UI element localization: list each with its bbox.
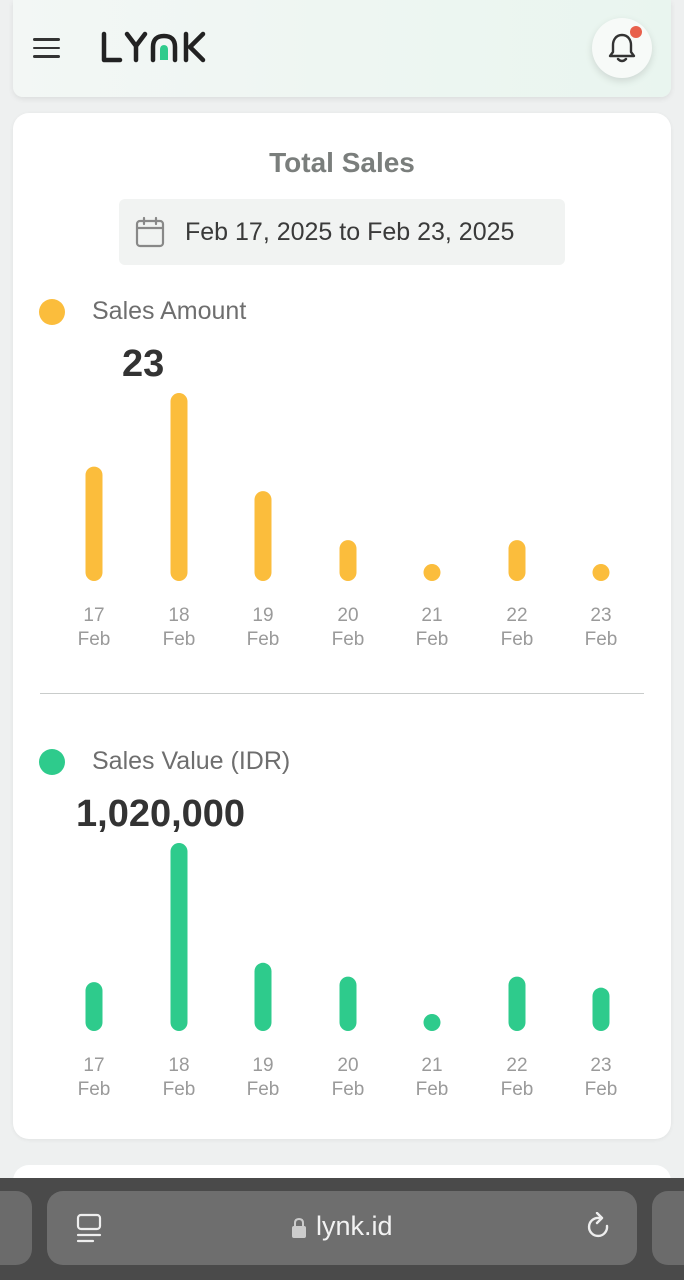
sales-amount-legend: Sales Amount — [39, 297, 246, 326]
x-tick-day: 23 — [590, 605, 611, 626]
next-tab[interactable] — [652, 1191, 684, 1265]
x-tick-day: 17 — [83, 605, 104, 626]
x-tick-month: Feb — [247, 1079, 280, 1100]
calendar-icon — [135, 216, 165, 248]
bar-18[interactable] — [170, 393, 188, 581]
lock-icon — [292, 1217, 306, 1238]
url-text: lynk.id — [316, 1211, 393, 1241]
x-tick-day: 17 — [83, 1055, 104, 1076]
x-tick-month: Feb — [585, 629, 618, 650]
bar-21[interactable] — [423, 564, 441, 581]
bar-17[interactable] — [85, 982, 103, 1031]
bell-icon — [608, 33, 636, 63]
browser-toolbar: lynk.id — [0, 1178, 684, 1280]
bar-20[interactable] — [339, 540, 357, 581]
x-tick-month: Feb — [163, 1079, 196, 1100]
bar-20[interactable] — [339, 976, 357, 1031]
sales-value-label: Sales Value (IDR) — [92, 747, 291, 775]
sales-amount-value: 23 — [122, 343, 165, 385]
bar-17[interactable] — [85, 466, 103, 581]
divider — [40, 693, 644, 694]
x-tick-day: 22 — [506, 1055, 527, 1076]
legend-dot — [39, 748, 65, 775]
bar-22[interactable] — [508, 976, 526, 1031]
bar-18[interactable] — [170, 843, 188, 1031]
x-tick-month: Feb — [78, 629, 111, 650]
bar-19[interactable] — [254, 491, 272, 581]
tabs-icon[interactable] — [75, 1213, 103, 1245]
lynk-logo[interactable] — [100, 28, 206, 66]
date-range-picker[interactable]: Feb 17, 2025 to Feb 23, 2025 — [119, 199, 565, 265]
x-tick-month: Feb — [332, 1079, 365, 1100]
sales-value-value: 1,020,000 — [76, 793, 246, 835]
sales-value-chart: 17 Feb 18 Feb 19 Feb 20 Feb 21 Feb 22 Feb 23 Feb — [78, 843, 618, 1100]
notification-button[interactable] — [592, 18, 652, 78]
x-tick-month: Feb — [501, 1079, 534, 1100]
x-tick-month: Feb — [332, 629, 365, 650]
sales-amount-chart: 17 Feb 18 Feb 19 Feb 20 Feb 21 Feb 22 Feb 23 Feb — [78, 393, 618, 650]
legend-dot — [39, 298, 65, 325]
x-tick-day: 20 — [337, 605, 358, 626]
sales-value-legend: Sales Value (IDR) — [39, 747, 290, 776]
notification-dot — [630, 26, 642, 38]
x-tick-month: Feb — [501, 629, 534, 650]
hamburger-icon[interactable] — [33, 38, 60, 58]
sales-amount-label: Sales Amount — [92, 297, 247, 325]
bar-21[interactable] — [423, 1014, 441, 1031]
date-range-text: Feb 17, 2025 to Feb 23, 2025 — [185, 218, 515, 246]
total-sales-card: Total Sales Feb 17, 2025 to Feb 23, 2025… — [13, 113, 671, 1139]
x-tick-day: 21 — [421, 1055, 442, 1076]
x-tick-day: 22 — [506, 605, 527, 626]
address-bar[interactable]: lynk.id — [47, 1191, 637, 1265]
bar-23[interactable] — [592, 987, 610, 1031]
bar-23[interactable] — [592, 564, 610, 581]
bar-19[interactable] — [254, 962, 272, 1031]
x-tick-day: 18 — [168, 605, 189, 626]
x-tick-day: 19 — [252, 1055, 273, 1076]
x-tick-day: 20 — [337, 1055, 358, 1076]
reload-icon[interactable] — [585, 1212, 613, 1242]
x-tick-day: 23 — [590, 1055, 611, 1076]
app-header — [13, 0, 671, 97]
x-tick-day: 19 — [252, 605, 273, 626]
x-tick-day: 18 — [168, 1055, 189, 1076]
x-tick-month: Feb — [416, 1079, 449, 1100]
x-tick-month: Feb — [163, 629, 196, 650]
previous-tab[interactable] — [0, 1191, 32, 1265]
x-tick-month: Feb — [585, 1079, 618, 1100]
x-tick-month: Feb — [416, 629, 449, 650]
x-tick-month: Feb — [78, 1079, 111, 1100]
card-title: Total Sales — [269, 147, 415, 178]
x-tick-month: Feb — [247, 629, 280, 650]
bar-22[interactable] — [508, 540, 526, 581]
x-tick-day: 21 — [421, 605, 442, 626]
